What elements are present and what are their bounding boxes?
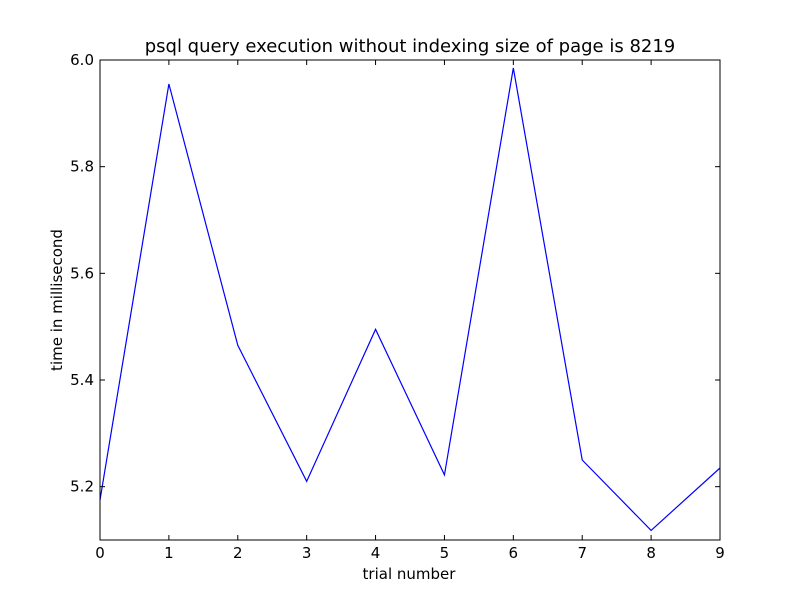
x-tick-label: 2 (233, 544, 243, 562)
y-tick-label: 5.4 (70, 371, 94, 389)
y-axis-label: time in millisecond (48, 229, 66, 371)
x-tick-label: 5 (440, 544, 450, 562)
x-tick-label: 7 (577, 544, 587, 562)
x-tick-label: 3 (302, 544, 312, 562)
series-line-0 (99, 67, 721, 532)
x-tick-label: 4 (371, 544, 381, 562)
x-axis-label: trial number (363, 565, 457, 583)
axes-frame (99, 59, 721, 541)
plot-area: 0 1 2 3 4 5 6 7 8 9 5.2 5.4 5.6 5.8 6.0 (70, 51, 725, 562)
y-tick-label: 5.2 (70, 478, 94, 496)
x-tick-label: 9 (715, 544, 725, 562)
y-tick-label: 5.6 (70, 264, 94, 282)
x-tick-label: 1 (164, 544, 174, 562)
x-tick-label: 6 (509, 544, 519, 562)
y-tick-label: 5.8 (70, 158, 94, 176)
x-tick-label: 0 (95, 544, 105, 562)
chart-title: psql query execution without indexing si… (145, 36, 676, 57)
y-tick-label: 6.0 (70, 51, 94, 69)
x-tick-label: 8 (646, 544, 656, 562)
